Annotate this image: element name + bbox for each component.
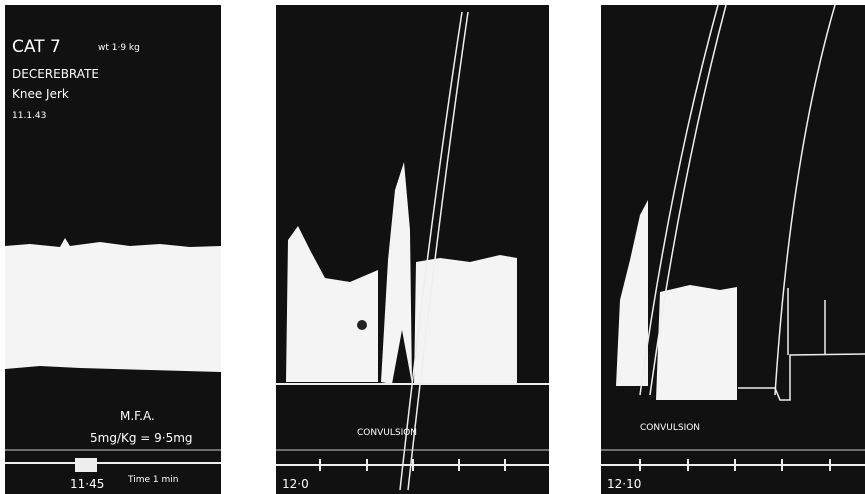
panel-3: CONVULSION 12·10 <box>601 5 865 494</box>
panel-background <box>276 5 549 494</box>
trace-block <box>414 255 517 384</box>
panel-2: CONVULSION 12·0 <box>276 5 549 494</box>
time-label: 12·10 <box>607 477 641 491</box>
title: CAT 7 <box>12 37 61 57</box>
date: 11.1.43 <box>12 111 46 121</box>
preparation: DECEREBRATE <box>12 67 99 81</box>
time-label: 11·45 <box>70 477 104 491</box>
body: CAT 7 wt 1·9 kg DECEREBRATE Knee Jerk 11… <box>0 0 865 494</box>
artifact <box>357 320 367 330</box>
drug-marker <box>75 458 97 472</box>
drug: M.F.A. <box>120 409 155 423</box>
reflex: Knee Jerk <box>12 87 69 101</box>
figure: CAT 7 wt 1·9 kg DECEREBRATE Knee Jerk 11… <box>0 0 865 494</box>
dose: 5mg/Kg = 9·5mg <box>90 431 193 445</box>
event: CONVULSION <box>357 428 417 438</box>
page: Kymograph record {"panels": [ {"title": … <box>0 0 865 494</box>
event: CONVULSION <box>640 423 700 433</box>
trace-band <box>5 238 221 372</box>
weight: wt 1·9 kg <box>98 43 140 53</box>
time-scale: Time 1 min <box>127 475 178 485</box>
trace-block <box>656 285 737 400</box>
panel-1: CAT 7 wt 1·9 kg DECEREBRATE Knee Jerk 11… <box>5 5 221 494</box>
time-label: 12·0 <box>282 477 309 491</box>
